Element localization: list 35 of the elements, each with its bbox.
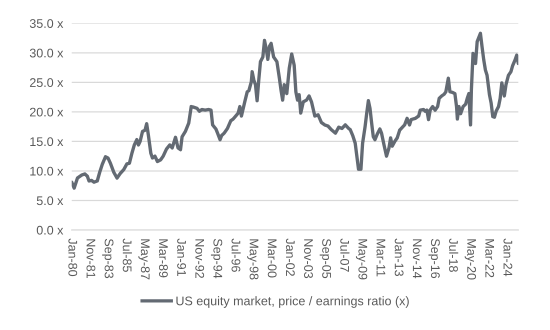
x-tick-label: Sep-94 [210, 238, 222, 278]
y-tick-label: 25.0 x [30, 78, 64, 88]
x-tick-label: May-98 [247, 239, 258, 280]
x-tick-label: Jan-02 [286, 238, 295, 276]
x-tick-label: Sep-05 [320, 238, 332, 278]
x-tick-label: May-87 [138, 239, 150, 280]
x-tick-label: Sep-83 [102, 238, 114, 278]
x-tick-label: Mar-00 [268, 239, 277, 278]
x-tick-label: Nov-81 [86, 239, 96, 278]
x-tick-label: Sep-16 [428, 238, 440, 278]
x-tick-label: Nov-92 [195, 239, 204, 278]
x-tick-label: Mar-89 [158, 239, 168, 278]
y-tick-label: 35.0 x [30, 19, 64, 28]
y-tick-label: 5.0 x [36, 196, 64, 206]
x-tick-label: Jan-13 [394, 238, 404, 276]
y-tick-label: 20.0 x [30, 108, 64, 117]
x-tick-label: Jan-80 [68, 238, 78, 276]
x-tick-label: Jul-85 [122, 238, 132, 272]
x-tick-label: Jul-96 [232, 238, 241, 272]
x-tick-label: Jul-18 [449, 238, 458, 272]
x-tick-label: Jul-07 [340, 238, 350, 272]
y-tick-label: 30.0 x [30, 48, 64, 58]
y-tick-label: 10.0 x [30, 166, 64, 176]
line-series [72, 32, 518, 190]
x-tick-label: May-09 [356, 239, 368, 280]
x-tick-label: Mar-11 [376, 239, 386, 276]
x-tick-label: Jan-91 [177, 238, 186, 276]
x-tick-label: Jan-24 [503, 238, 512, 276]
x-tick-label: Nov-14 [412, 239, 422, 278]
y-tick-label: 15.0 x [30, 137, 64, 146]
legend-label: US equity market, price / earnings ratio (x) [176, 296, 409, 308]
x-tick-label: Mar-22 [485, 239, 494, 278]
x-tick-label: May-20 [464, 239, 476, 280]
x-tick-label: Nov-03 [304, 239, 313, 278]
y-tick-label: 0.0 x [36, 226, 64, 235]
